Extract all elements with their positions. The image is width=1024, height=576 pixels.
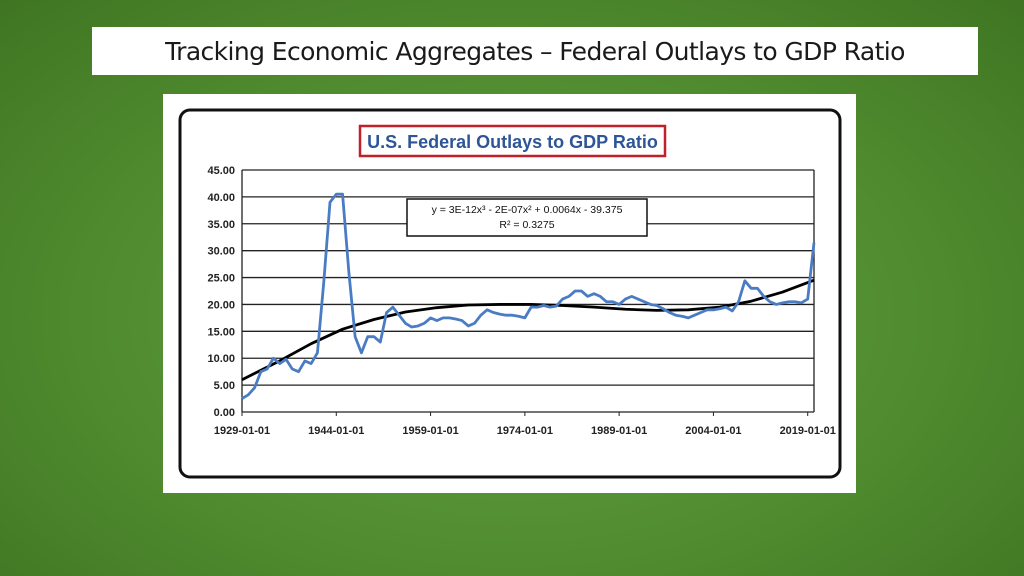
y-tick-label: 35.00 (207, 219, 235, 231)
trendline-r-squared: R² = 0.3275 (499, 219, 554, 231)
chart-image-frame: U.S. Federal Outlays to GDP Ratio 0.00 5.… (163, 94, 856, 493)
federal-outlays-chart: U.S. Federal Outlays to GDP Ratio 0.00 5.… (178, 108, 842, 479)
x-tick-label: 1929-01-01 (214, 425, 270, 437)
y-tick-label: 45.00 (207, 165, 235, 177)
x-tick-label: 2004-01-01 (685, 425, 741, 437)
y-tick-label: 20.00 (207, 299, 235, 311)
x-axis-ticks: 1929-01-01 1944-01-01 1959-01-01 1974-01-01… (214, 412, 836, 437)
y-tick-label: 25.00 (207, 273, 235, 285)
slide-title-box: Tracking Economic Aggregates – Federal O… (92, 27, 978, 75)
chart-title-box (358, 124, 667, 158)
x-tick-label: 1974-01-01 (497, 425, 553, 437)
y-tick-label: 30.00 (207, 246, 235, 258)
series-layer (241, 192, 816, 400)
y-axis-ticks: 0.00 5.00 10.00 15.00 20.00 25.00 30.00 35.00 40… (207, 165, 235, 419)
x-tick-label: 1989-01-01 (591, 425, 647, 437)
y-tick-label: 40.00 (207, 192, 235, 204)
trendline-curve (241, 278, 815, 381)
trendline-equation: y = 3E-12x³ - 2E-07x² + 0.0064x - 39.375 (432, 204, 623, 216)
series-line-outlays-to-gdp (241, 192, 816, 400)
trendline-layer (241, 278, 815, 381)
y-tick-label: 10.00 (207, 353, 235, 365)
gridlines (241, 169, 815, 413)
trendline-equation-box (406, 198, 648, 237)
y-tick-label: 5.00 (214, 380, 235, 392)
x-tick-label: 1944-01-01 (308, 425, 364, 437)
chart-title: U.S. Federal Outlays to GDP Ratio (367, 132, 658, 152)
slide-title: Tracking Economic Aggregates – Federal O… (165, 36, 905, 66)
y-tick-label: 15.00 (207, 326, 235, 338)
x-tick-label: 2019-01-01 (780, 425, 836, 437)
y-tick-label: 0.00 (214, 407, 235, 419)
x-tick-label: 1959-01-01 (402, 425, 458, 437)
